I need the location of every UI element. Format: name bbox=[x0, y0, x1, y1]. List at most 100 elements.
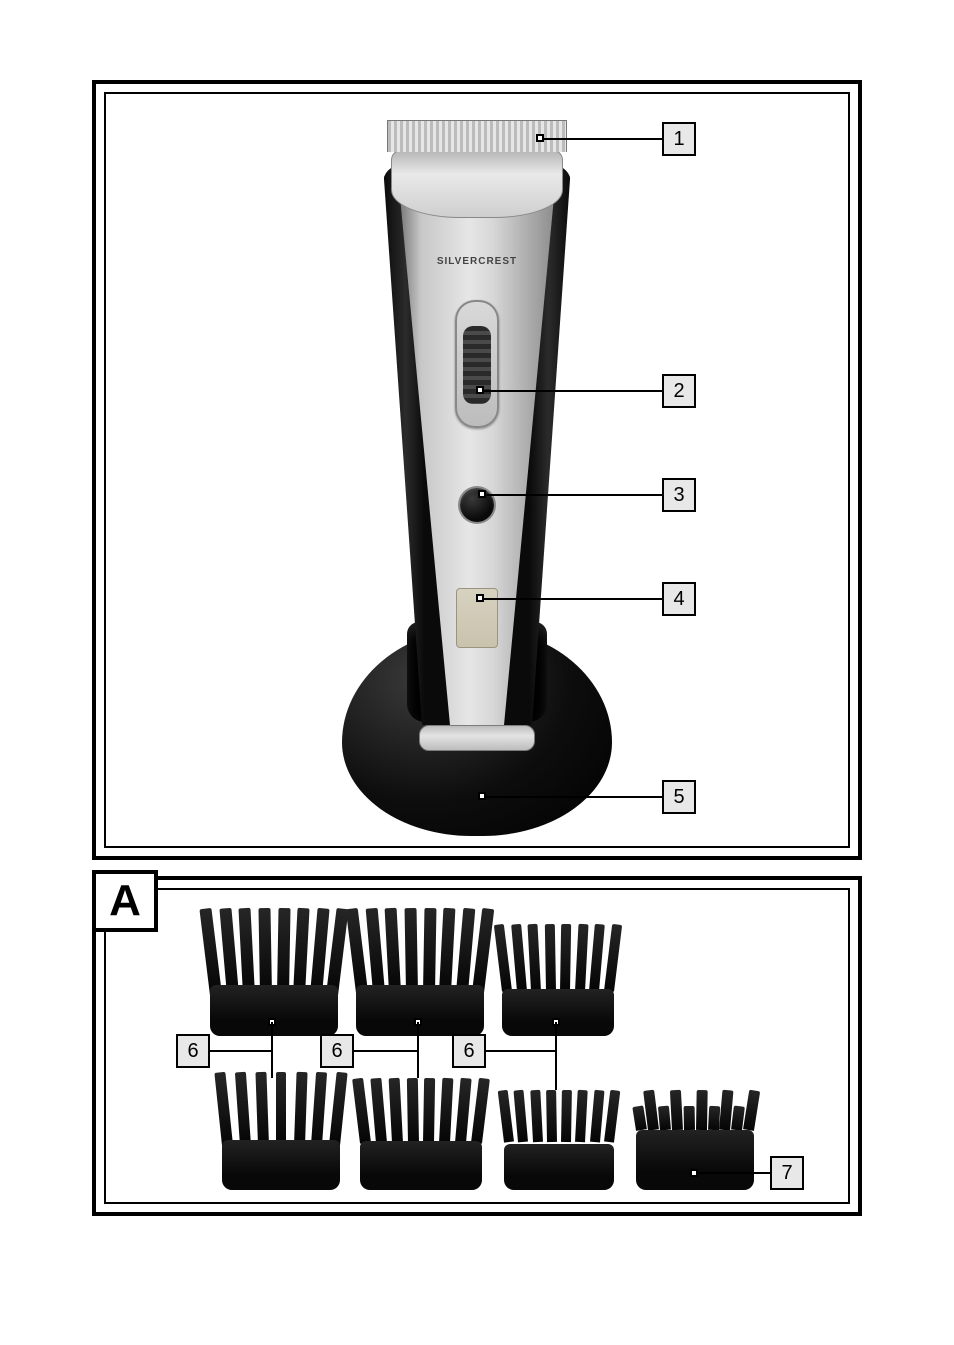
comb-tooth bbox=[560, 924, 571, 991]
comb-tooth bbox=[708, 1106, 720, 1131]
callout-number: 5 bbox=[673, 786, 684, 809]
comb-attachment bbox=[360, 1078, 482, 1190]
comb-tooth bbox=[406, 1078, 418, 1143]
comb-base bbox=[356, 985, 484, 1036]
comb-teeth bbox=[222, 1072, 340, 1145]
comb-base bbox=[210, 985, 338, 1036]
comb-tooth bbox=[575, 924, 589, 992]
comb-tooth bbox=[365, 908, 384, 993]
comb-base bbox=[222, 1140, 340, 1190]
comb-tooth bbox=[530, 1090, 543, 1142]
callout-number: 7 bbox=[781, 1162, 792, 1185]
callout-leader-vertical bbox=[417, 1051, 419, 1078]
callout-box: 3 bbox=[662, 478, 696, 512]
comb-tooth bbox=[544, 924, 555, 991]
callout-box: 1 bbox=[662, 122, 696, 156]
comb-base bbox=[502, 989, 614, 1036]
comb-tooth bbox=[294, 1072, 307, 1145]
comb-tooth bbox=[277, 908, 290, 995]
comb-teeth bbox=[360, 1078, 482, 1143]
comb-tooth bbox=[439, 1078, 453, 1143]
callout-box: 5 bbox=[662, 780, 696, 814]
comb-teeth bbox=[636, 1090, 754, 1130]
comb-tooth bbox=[219, 908, 238, 996]
comb-base bbox=[636, 1130, 754, 1190]
callout-number: 2 bbox=[673, 380, 684, 403]
callout-leader bbox=[540, 138, 662, 140]
comb-tooth bbox=[258, 908, 271, 995]
comb-tooth bbox=[696, 1090, 707, 1130]
comb-tooth bbox=[385, 908, 401, 993]
callout-box: 2 bbox=[662, 374, 696, 408]
comb-tooth bbox=[423, 1078, 435, 1143]
page: SILVERCREST 1 2 3 4 5 A 6 6 6 7 bbox=[0, 0, 954, 1345]
callout-box: 7 bbox=[770, 1156, 804, 1190]
comb-tooth bbox=[658, 1106, 671, 1131]
comb-tooth bbox=[255, 1072, 268, 1145]
callout-anchor-dot bbox=[690, 1169, 698, 1177]
callout-box: 6 bbox=[176, 1034, 210, 1068]
comb-tooth bbox=[423, 908, 436, 993]
callout-leader-vertical bbox=[271, 1022, 273, 1051]
callout-anchor-dot bbox=[476, 594, 484, 602]
callout-number: 6 bbox=[331, 1040, 342, 1063]
comb-attachment bbox=[222, 1072, 340, 1190]
callout-box: 4 bbox=[662, 582, 696, 616]
callout-anchor-dot bbox=[478, 490, 486, 498]
callout-number: 3 bbox=[673, 484, 684, 507]
comb-tooth bbox=[370, 1078, 387, 1144]
callout-leader-vertical bbox=[271, 1051, 273, 1078]
comb-attachment bbox=[356, 908, 484, 1036]
comb-tooth bbox=[276, 1072, 287, 1145]
comb-attachment bbox=[504, 1090, 614, 1190]
comb-tooth bbox=[683, 1106, 694, 1130]
brand-label: SILVERCREST bbox=[437, 256, 517, 267]
callout-anchor-dot bbox=[536, 134, 544, 142]
comb-tooth bbox=[528, 924, 542, 992]
comb-tooth bbox=[456, 908, 475, 993]
comb-tooth bbox=[546, 1090, 557, 1142]
callout-leader bbox=[482, 796, 662, 798]
section-letter-box: A bbox=[92, 870, 158, 932]
callout-number: 1 bbox=[673, 128, 684, 151]
comb-tooth bbox=[439, 908, 455, 993]
callout-leader bbox=[354, 1050, 418, 1052]
clipper-head bbox=[391, 150, 563, 218]
comb-tooth bbox=[455, 1078, 472, 1144]
comb-tooth bbox=[388, 1078, 402, 1143]
comb-tooth bbox=[514, 1090, 528, 1143]
callout-leader-vertical bbox=[555, 1022, 557, 1051]
comb-tooth bbox=[561, 1090, 572, 1142]
callout-number: 4 bbox=[673, 588, 684, 611]
comb-tooth bbox=[310, 908, 329, 996]
comb-teeth bbox=[502, 924, 614, 991]
section-letter: A bbox=[109, 876, 141, 926]
callout-box: 6 bbox=[320, 1034, 354, 1068]
comb-tooth bbox=[404, 908, 417, 993]
callout-anchor-dot bbox=[478, 792, 486, 800]
comb-attachment bbox=[210, 908, 338, 1036]
comb-base bbox=[360, 1141, 482, 1190]
callout-box: 6 bbox=[452, 1034, 486, 1068]
comb-teeth bbox=[210, 908, 338, 995]
callout-leader-vertical bbox=[555, 1051, 557, 1090]
callout-leader-vertical bbox=[417, 1022, 419, 1051]
comb-tooth bbox=[670, 1090, 683, 1131]
callout-number: 6 bbox=[187, 1040, 198, 1063]
callout-anchor-dot bbox=[476, 386, 484, 394]
clipper-foot-ring bbox=[419, 725, 535, 751]
callout-leader bbox=[694, 1172, 770, 1174]
comb-teeth bbox=[504, 1090, 614, 1142]
callout-leader bbox=[482, 494, 662, 496]
comb-tooth bbox=[590, 1090, 604, 1143]
comb-teeth bbox=[356, 908, 484, 992]
comb-tooth bbox=[589, 924, 605, 992]
callout-leader bbox=[480, 598, 662, 600]
comb-tooth bbox=[293, 908, 309, 996]
comb-tooth bbox=[235, 1072, 251, 1146]
comb-tooth bbox=[511, 924, 527, 992]
comb-tooth bbox=[575, 1090, 588, 1142]
comb-tooth bbox=[311, 1072, 327, 1146]
callout-number: 6 bbox=[463, 1040, 474, 1063]
callout-leader bbox=[210, 1050, 272, 1052]
